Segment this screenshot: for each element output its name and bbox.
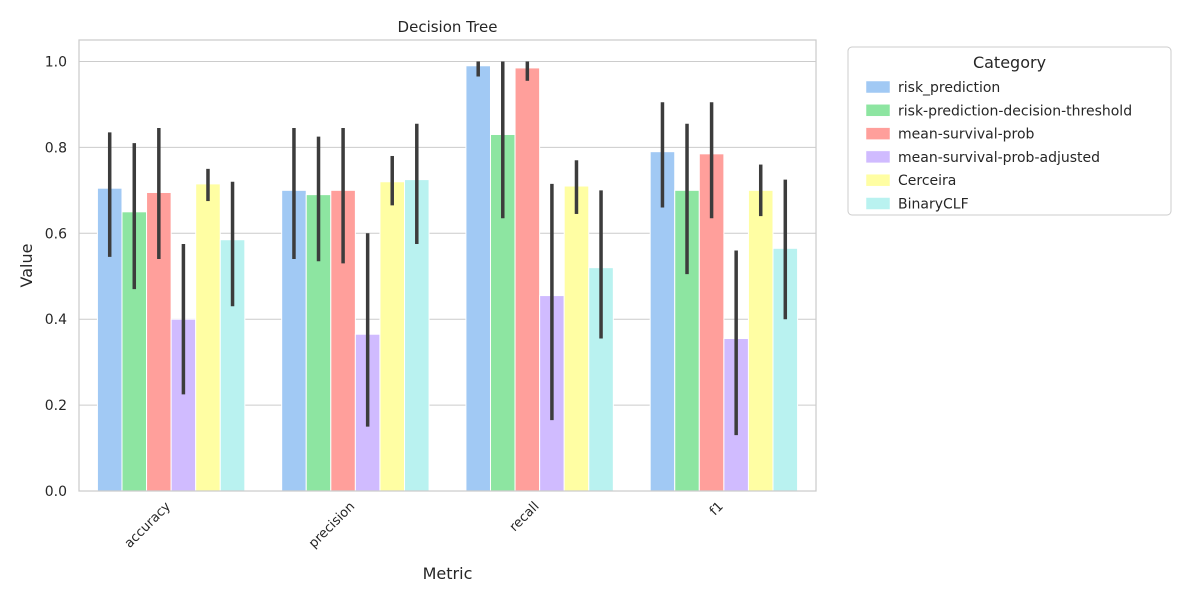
x-tick-label: precision: [306, 499, 358, 551]
legend-label: Cerceira: [898, 173, 956, 189]
legend-title: Category: [973, 53, 1046, 72]
bar-f1-Cerceira: [747, 189, 774, 492]
legend-swatch-BinaryCLF: [865, 197, 891, 210]
y-axis-title: Value: [17, 244, 36, 288]
y-tick-labels: 0.0 0.2 0.4 0.6 0.8 1.0: [45, 54, 67, 500]
y-tick-label: 0.0: [45, 484, 67, 500]
bar-recall-Cerceira: [563, 185, 590, 492]
legend-swatch-Cerceira: [865, 173, 891, 187]
legend-label: BinaryCLF: [898, 197, 969, 213]
x-tick-label: f1: [707, 499, 727, 519]
y-tick-label: 1.0: [45, 54, 67, 70]
y-tick-label: 0.2: [45, 398, 67, 414]
legend-swatch-risk-prediction-decision-threshold: [865, 104, 891, 117]
chart-title: Decision Tree: [398, 18, 498, 36]
legend-label: mean-survival-prob: [898, 127, 1035, 143]
legend-swatch-mean-survival-prob-adjusted: [865, 150, 891, 164]
bar-precision-Cerceira: [379, 181, 406, 492]
bar-f1-risk_prediction: [649, 151, 676, 492]
x-tick-labels: accuracy precision recall f1: [122, 499, 727, 551]
legend-swatch-risk_prediction: [865, 80, 891, 94]
legend-frame: [847, 46, 1172, 216]
legend-label: risk-prediction-decision-threshold: [898, 103, 1132, 119]
legend-label: risk_prediction: [898, 80, 1000, 96]
x-tick-label: recall: [507, 499, 543, 535]
y-tick-label: 0.8: [45, 140, 67, 156]
bar-recall-mean-survival-prob: [514, 67, 541, 492]
legend-items: risk_prediction risk-prediction-decision-…: [865, 80, 1132, 213]
y-tick-label: 0.6: [45, 226, 67, 242]
error-bars: [107, 61, 788, 436]
legend-label: mean-survival-prob-adjusted: [898, 150, 1100, 166]
legend: Category risk_prediction risk-prediction-…: [847, 46, 1172, 216]
plot-frame: [78, 39, 817, 492]
bars: [96, 65, 799, 492]
bar-recall-risk_prediction: [465, 65, 491, 492]
y-tick-label: 0.4: [45, 312, 67, 328]
x-tick-label: accuracy: [122, 499, 174, 551]
bar-accuracy-Cerceira: [195, 183, 221, 492]
x-axis-title: Metric: [423, 564, 473, 583]
legend-swatch-mean-survival-prob: [865, 127, 891, 140]
